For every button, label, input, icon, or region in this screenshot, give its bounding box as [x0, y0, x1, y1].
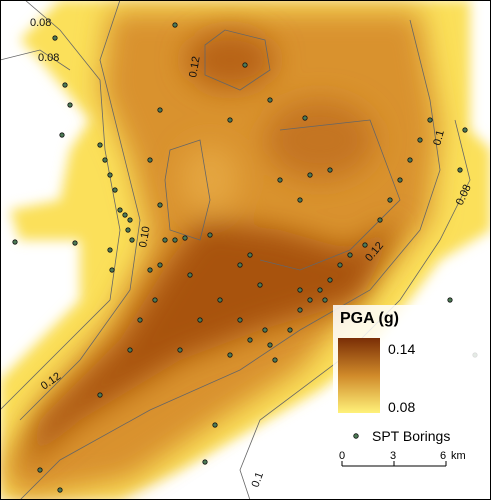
boring-point	[327, 167, 333, 173]
boring-point	[162, 237, 168, 243]
boring-point	[297, 197, 303, 203]
boring-point	[207, 232, 213, 238]
boring-point	[152, 297, 158, 303]
boring-point	[217, 297, 223, 303]
boring-point	[297, 287, 303, 293]
boring-point	[122, 212, 128, 218]
boring-point	[387, 197, 393, 203]
boring-point	[362, 242, 368, 248]
contour-label: 0.08	[38, 52, 59, 64]
boring-point	[297, 307, 303, 313]
boring-point	[247, 252, 253, 258]
boring-point	[407, 157, 413, 163]
boring-points	[12, 22, 478, 493]
contour-label: 0.1	[250, 471, 267, 489]
boring-point	[247, 337, 253, 343]
boring-point	[62, 82, 68, 88]
boring-point	[129, 237, 135, 243]
boring-point	[172, 22, 178, 28]
boring-point	[147, 157, 153, 163]
legend-max: 0.14	[388, 341, 415, 357]
boring-point	[347, 252, 353, 258]
boring-point	[109, 267, 115, 273]
boring-point	[37, 467, 43, 473]
boring-point	[212, 422, 218, 428]
boring-point	[197, 317, 203, 323]
boring-point	[427, 117, 433, 123]
boring-point	[237, 262, 243, 268]
boring-point	[157, 262, 163, 268]
boring-point	[277, 177, 283, 183]
legend-points-label: SPT Borings	[372, 428, 450, 444]
boring-point	[377, 217, 383, 223]
boring-point	[187, 272, 193, 278]
boring-point	[182, 235, 188, 241]
boring-point	[59, 132, 65, 138]
boring-point	[272, 357, 278, 363]
boring-point	[202, 459, 208, 465]
contour-label: 0.12	[187, 55, 203, 78]
boring-point	[262, 327, 268, 333]
boring-point	[117, 207, 123, 213]
boring-point	[267, 342, 273, 348]
contour-label: 0.08	[30, 17, 51, 29]
legend: PGA (g) 0.14 0.08 SPT Borings 0 3 6 km	[333, 305, 483, 475]
boring-point	[102, 157, 108, 163]
boring-point	[287, 327, 293, 333]
pga-high	[20, 30, 400, 470]
boring-point	[227, 352, 233, 358]
boring-point	[57, 487, 63, 493]
boring-point	[107, 172, 113, 178]
boring-point	[97, 392, 103, 398]
legend-title: PGA (g)	[340, 310, 399, 327]
boring-point	[307, 172, 313, 178]
boring-point	[97, 142, 103, 148]
boring-point	[125, 227, 131, 233]
boring-point	[267, 97, 273, 103]
boring-point	[302, 115, 308, 121]
legend-min: 0.08	[388, 399, 415, 415]
boring-point	[462, 127, 468, 133]
boring-point	[112, 187, 118, 193]
boring-point	[127, 347, 133, 353]
boring-point	[397, 177, 403, 183]
boring-point	[417, 137, 423, 143]
boring-point	[12, 239, 18, 245]
boring-point	[227, 117, 233, 123]
boring-point	[137, 317, 143, 323]
boring-point	[447, 297, 453, 303]
boring-point	[257, 282, 263, 288]
boring-point	[177, 347, 183, 353]
scale-label: 3	[390, 450, 396, 462]
boring-point	[317, 287, 323, 293]
boring-point	[457, 167, 463, 173]
legend-point	[353, 433, 359, 439]
boring-point	[52, 35, 58, 41]
boring-point	[327, 277, 333, 283]
boring-point	[67, 102, 73, 108]
boring-point	[237, 317, 243, 323]
boring-point	[337, 262, 343, 268]
boring-point	[157, 202, 163, 208]
boring-point	[322, 297, 328, 303]
boring-point	[147, 267, 153, 273]
boring-point	[307, 297, 313, 303]
scale-label: 0	[339, 450, 345, 462]
boring-point	[72, 240, 78, 246]
scale-label: 6	[440, 450, 446, 462]
contour-label: 0.1	[431, 129, 447, 147]
boring-point	[127, 217, 133, 223]
boring-point	[242, 62, 248, 68]
legend-ramp	[338, 338, 380, 413]
boring-point	[107, 247, 113, 253]
contour-label: 0.10	[137, 225, 153, 248]
scale-unit: km	[451, 450, 466, 462]
scale-bar	[341, 461, 447, 467]
boring-point	[172, 237, 178, 243]
boring-point	[157, 107, 163, 113]
